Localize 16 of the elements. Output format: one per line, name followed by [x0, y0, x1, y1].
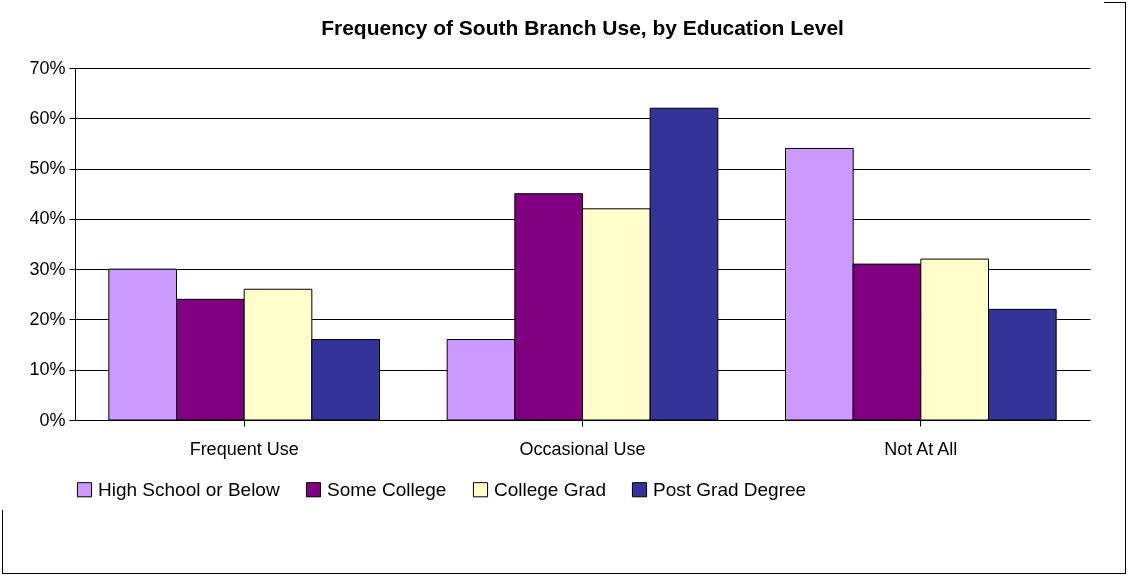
y-tick-label: 40% — [29, 208, 66, 229]
legend-label: High School or Below — [98, 478, 280, 500]
y-tick-label: 30% — [29, 258, 66, 279]
legend-label: Some College — [327, 478, 447, 500]
y-tick-label: 0% — [39, 409, 66, 430]
x-tick-label: Frequent Use — [189, 438, 299, 459]
y-tick-label: 10% — [29, 359, 66, 380]
y-tick-label: 20% — [29, 308, 66, 329]
chart-title: Frequency of South Branch Use, by Education Level — [321, 16, 844, 39]
y-tick-label: 60% — [29, 107, 66, 128]
legend-label: College Grad — [494, 478, 606, 500]
legend-label: Post Grad Degree — [653, 478, 807, 500]
y-tick-label: 70% — [29, 57, 66, 78]
x-tick-label: Not At All — [884, 438, 958, 459]
y-tick-label: 50% — [29, 158, 66, 179]
x-tick-label: Occasional Use — [519, 438, 646, 459]
